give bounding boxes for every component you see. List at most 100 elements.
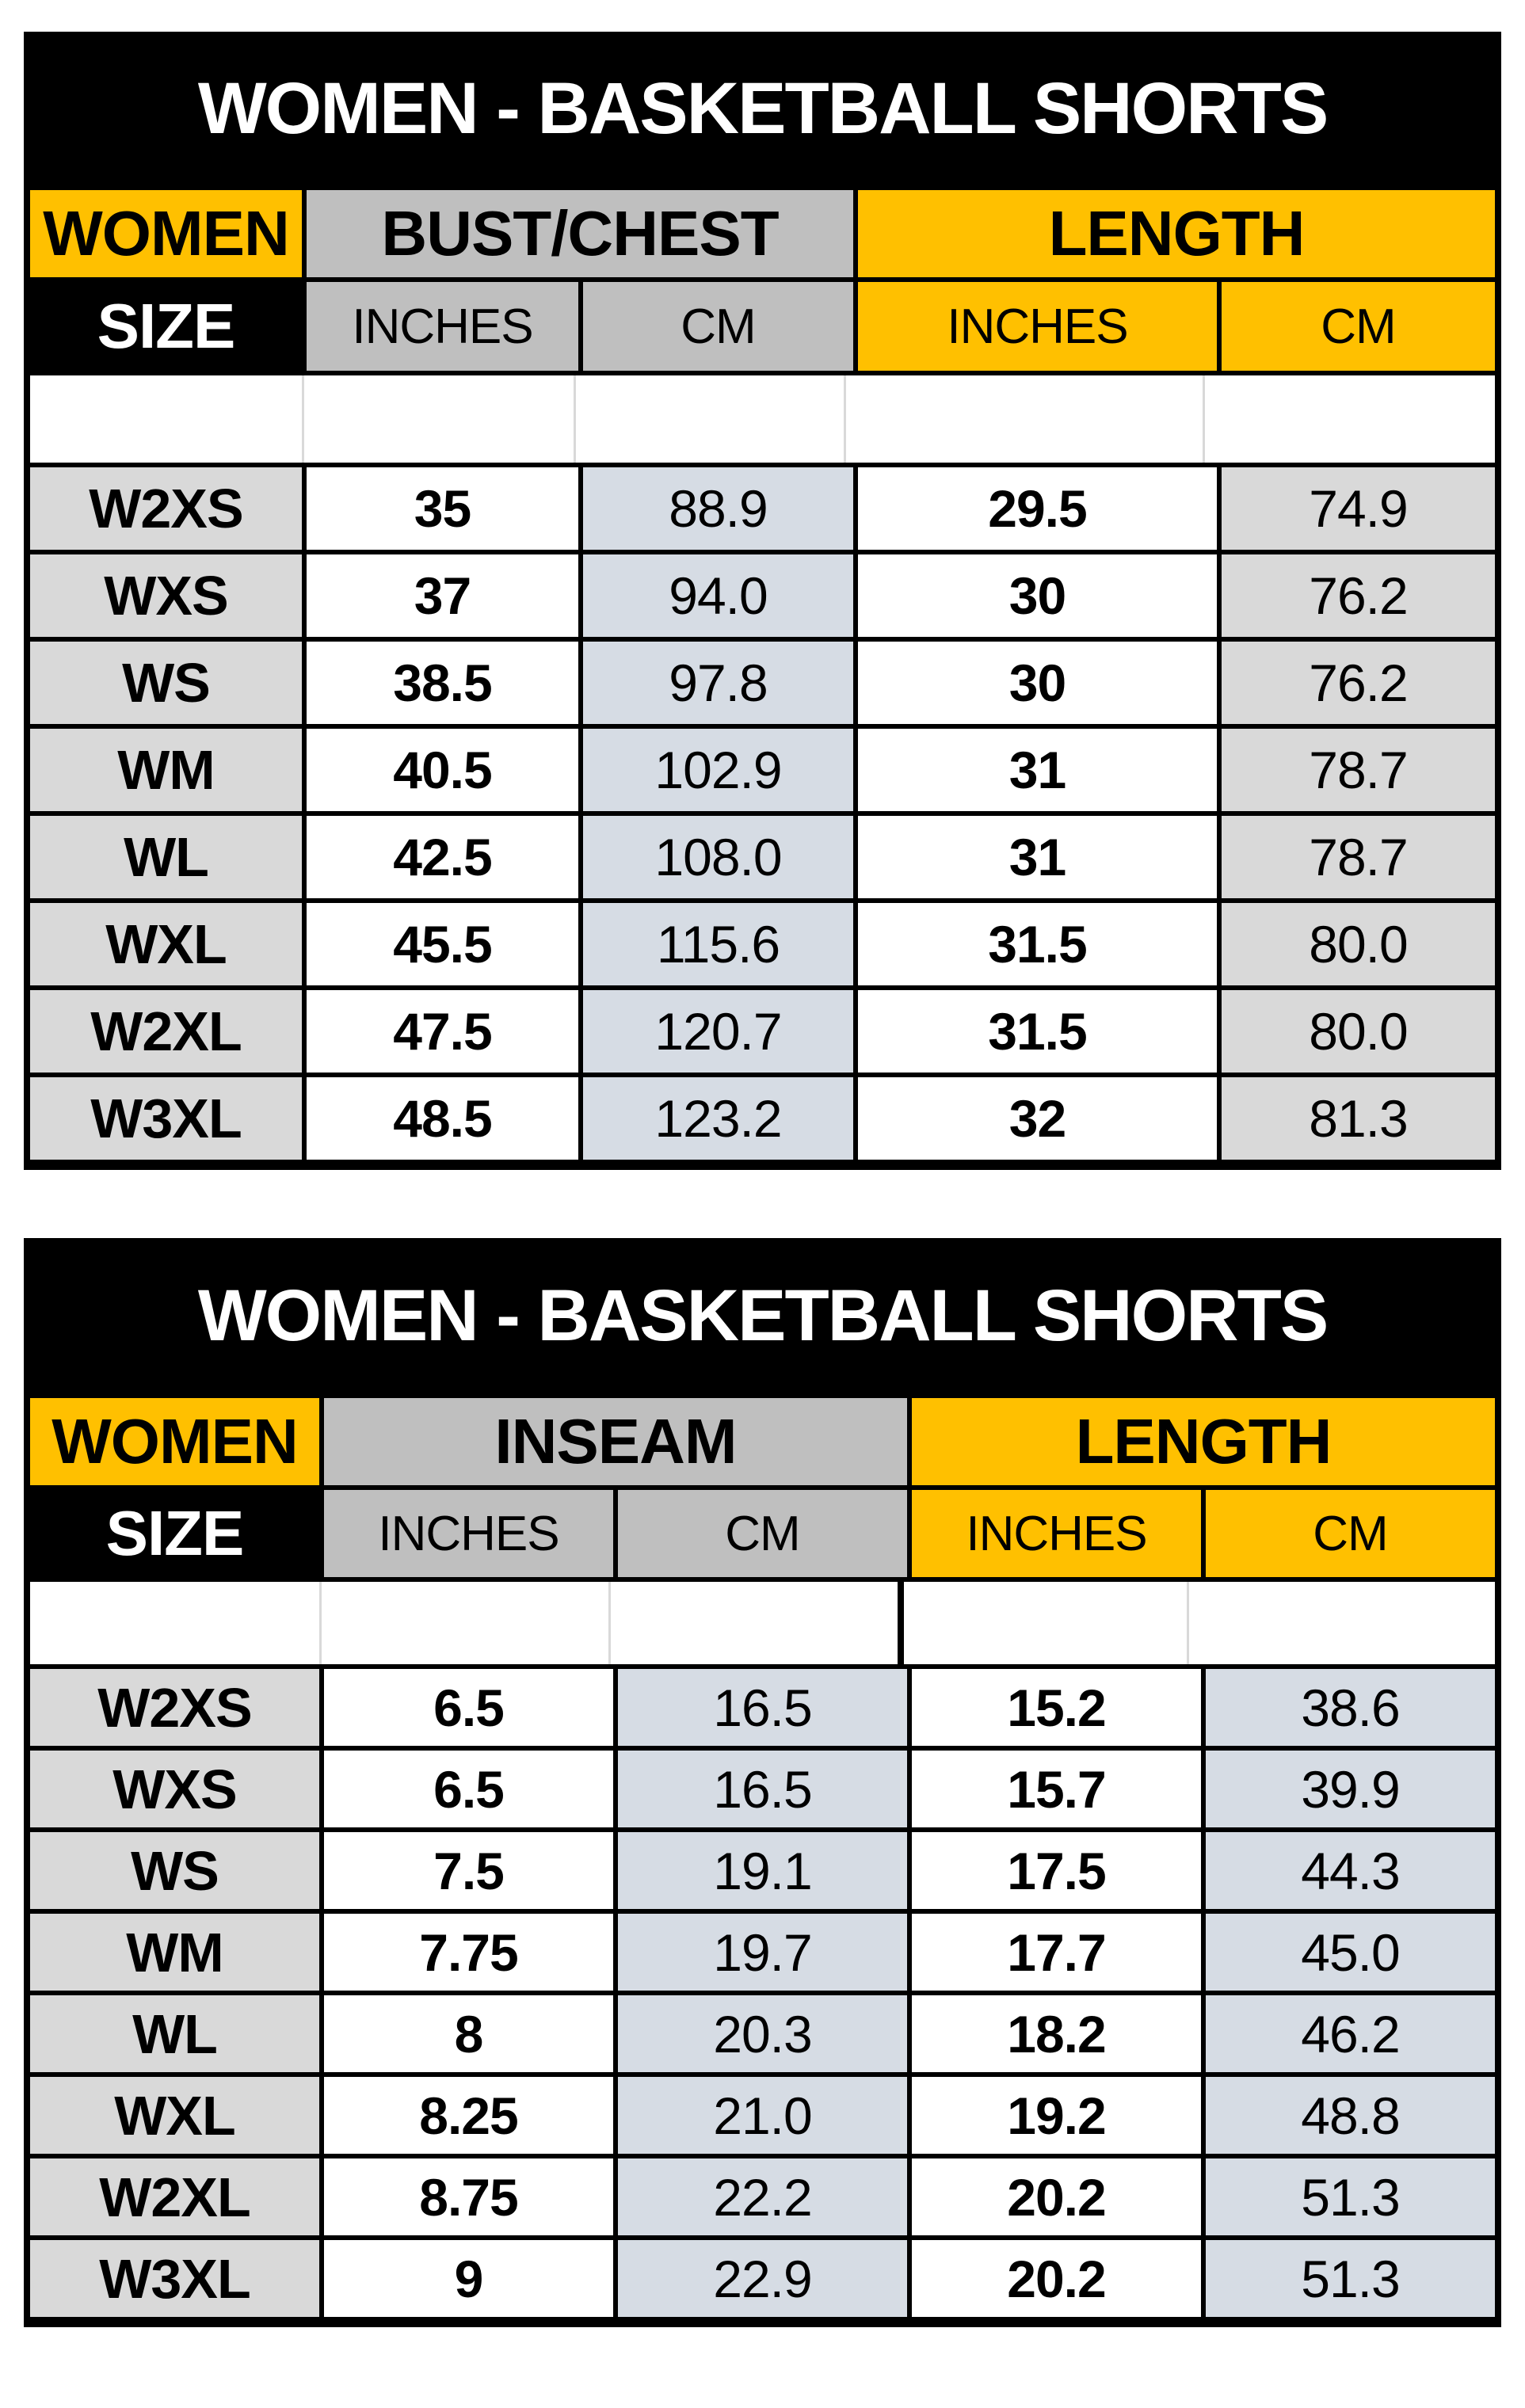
group-header-inseam: INSEAM: [324, 1398, 907, 1485]
size-column-header: SIZE: [30, 1490, 319, 1577]
cm-value-group2: 39.9: [1206, 1751, 1495, 1827]
size-cell: W2XL: [30, 2158, 319, 2235]
inches-value-group2: 20.2: [912, 2158, 1201, 2235]
size-cell: WM: [30, 1914, 319, 1991]
inches-value-group1: 47.5: [307, 990, 578, 1073]
size-cell: W2XL: [30, 990, 302, 1073]
size-table-bust-length: WOMEN - BASKETBALL SHORTS WOMEN BUST/CHE…: [24, 32, 1501, 1170]
size-column-header: SIZE: [30, 282, 302, 371]
cm-value-group2: 76.2: [1222, 642, 1495, 724]
inches-value-group1: 45.5: [307, 903, 578, 985]
table-title: WOMEN - BASKETBALL SHORTS: [30, 1238, 1495, 1393]
cm-value-group1: 94.0: [583, 554, 853, 637]
inches-value-group2: 18.2: [912, 1995, 1201, 2072]
inches-value-group2: 17.7: [912, 1914, 1201, 1991]
inches-value-group1: 7.5: [324, 1832, 613, 1909]
size-cell: WM: [30, 729, 302, 811]
size-cell: WS: [30, 642, 302, 724]
cm-value-group2: 81.3: [1222, 1077, 1495, 1160]
unit-header-cm-group2: CM: [1206, 1490, 1495, 1577]
cm-value-group2: 44.3: [1206, 1832, 1495, 1909]
cm-value-group2: 74.9: [1222, 467, 1495, 550]
inches-value-group1: 6.5: [324, 1669, 613, 1746]
cm-value-group1: 108.0: [583, 816, 853, 898]
inches-value-group2: 32: [858, 1077, 1217, 1160]
unit-header-cm-group2: CM: [1222, 282, 1495, 371]
cm-value-group2: 80.0: [1222, 903, 1495, 985]
unit-header-inches-group2: INCHES: [858, 282, 1217, 371]
size-cell: WL: [30, 816, 302, 898]
inches-value-group2: 31: [858, 729, 1217, 811]
unit-header-inches-group1: INCHES: [307, 282, 578, 371]
inches-value-group1: 35: [307, 467, 578, 550]
cm-value-group1: 16.5: [618, 1669, 907, 1746]
size-cell: WL: [30, 1995, 319, 2072]
cm-value-group2: 45.0: [1206, 1914, 1495, 1991]
inches-value-group2: 31.5: [858, 903, 1217, 985]
cm-value-group1: 22.2: [618, 2158, 907, 2235]
inches-value-group1: 48.5: [307, 1077, 578, 1160]
size-cell: WXS: [30, 554, 302, 637]
unit-header-inches-group2: INCHES: [912, 1490, 1201, 1577]
group-header-length: LENGTH: [858, 190, 1495, 277]
size-cell: W3XL: [30, 2240, 319, 2317]
cm-value-group1: 123.2: [583, 1077, 853, 1160]
inches-value-group2: 29.5: [858, 467, 1217, 550]
inches-value-group1: 6.5: [324, 1751, 613, 1827]
inches-value-group1: 7.75: [324, 1914, 613, 1991]
size-cell: W2XS: [30, 1669, 319, 1746]
cm-value-group2: 51.3: [1206, 2158, 1495, 2235]
size-cell: WXS: [30, 1751, 319, 1827]
unit-header-cm-group1: CM: [583, 282, 853, 371]
group-header-length: LENGTH: [912, 1398, 1495, 1485]
size-cell: WXL: [30, 903, 302, 985]
inches-value-group2: 20.2: [912, 2240, 1201, 2317]
cm-value-group2: 48.8: [1206, 2077, 1495, 2154]
inches-value-group1: 38.5: [307, 642, 578, 724]
cm-value-group2: 78.7: [1222, 816, 1495, 898]
cm-value-group2: 51.3: [1206, 2240, 1495, 2317]
inches-value-group2: 31.5: [858, 990, 1217, 1073]
inches-value-group1: 8.75: [324, 2158, 613, 2235]
inches-value-group2: 30: [858, 554, 1217, 637]
cm-value-group1: 88.9: [583, 467, 853, 550]
inches-value-group1: 37: [307, 554, 578, 637]
cm-value-group1: 21.0: [618, 2077, 907, 2154]
cm-value-group1: 22.9: [618, 2240, 907, 2317]
inches-value-group2: 17.5: [912, 1832, 1201, 1909]
cm-value-group1: 16.5: [618, 1751, 907, 1827]
cm-value-group2: 80.0: [1222, 990, 1495, 1073]
cm-value-group1: 97.8: [583, 642, 853, 724]
inches-value-group2: 15.7: [912, 1751, 1201, 1827]
cm-value-group1: 102.9: [583, 729, 853, 811]
corner-label-women: WOMEN: [30, 1398, 319, 1485]
size-table-inseam-length: WOMEN - BASKETBALL SHORTS WOMEN INSEAM L…: [24, 1238, 1501, 2327]
unit-header-inches-group1: INCHES: [324, 1490, 613, 1577]
size-cell: W2XS: [30, 467, 302, 550]
inches-value-group1: 8.25: [324, 2077, 613, 2154]
unit-header-cm-group1: CM: [618, 1490, 907, 1577]
inches-value-group1: 42.5: [307, 816, 578, 898]
cm-value-group2: 78.7: [1222, 729, 1495, 811]
table-title: WOMEN - BASKETBALL SHORTS: [30, 32, 1495, 185]
size-cell: WS: [30, 1832, 319, 1909]
group-header-bust-chest: BUST/CHEST: [307, 190, 853, 277]
inches-value-group2: 15.2: [912, 1669, 1201, 1746]
size-chart-page: { "colors": { "yellow": "#FFC000", "head…: [0, 32, 1525, 2408]
cm-value-group1: 20.3: [618, 1995, 907, 2072]
size-cell: WXL: [30, 2077, 319, 2154]
corner-label-women: WOMEN: [30, 190, 302, 277]
inches-value-group2: 19.2: [912, 2077, 1201, 2154]
inches-value-group1: 9: [324, 2240, 613, 2317]
inches-value-group1: 40.5: [307, 729, 578, 811]
cm-value-group2: 38.6: [1206, 1669, 1495, 1746]
cm-value-group2: 76.2: [1222, 554, 1495, 637]
cm-value-group1: 19.7: [618, 1914, 907, 1991]
cm-value-group1: 19.1: [618, 1832, 907, 1909]
size-cell: W3XL: [30, 1077, 302, 1160]
inches-value-group2: 31: [858, 816, 1217, 898]
inches-value-group1: 8: [324, 1995, 613, 2072]
inches-value-group2: 30: [858, 642, 1217, 724]
cm-value-group1: 115.6: [583, 903, 853, 985]
blank-spacer-row: [30, 375, 1495, 463]
